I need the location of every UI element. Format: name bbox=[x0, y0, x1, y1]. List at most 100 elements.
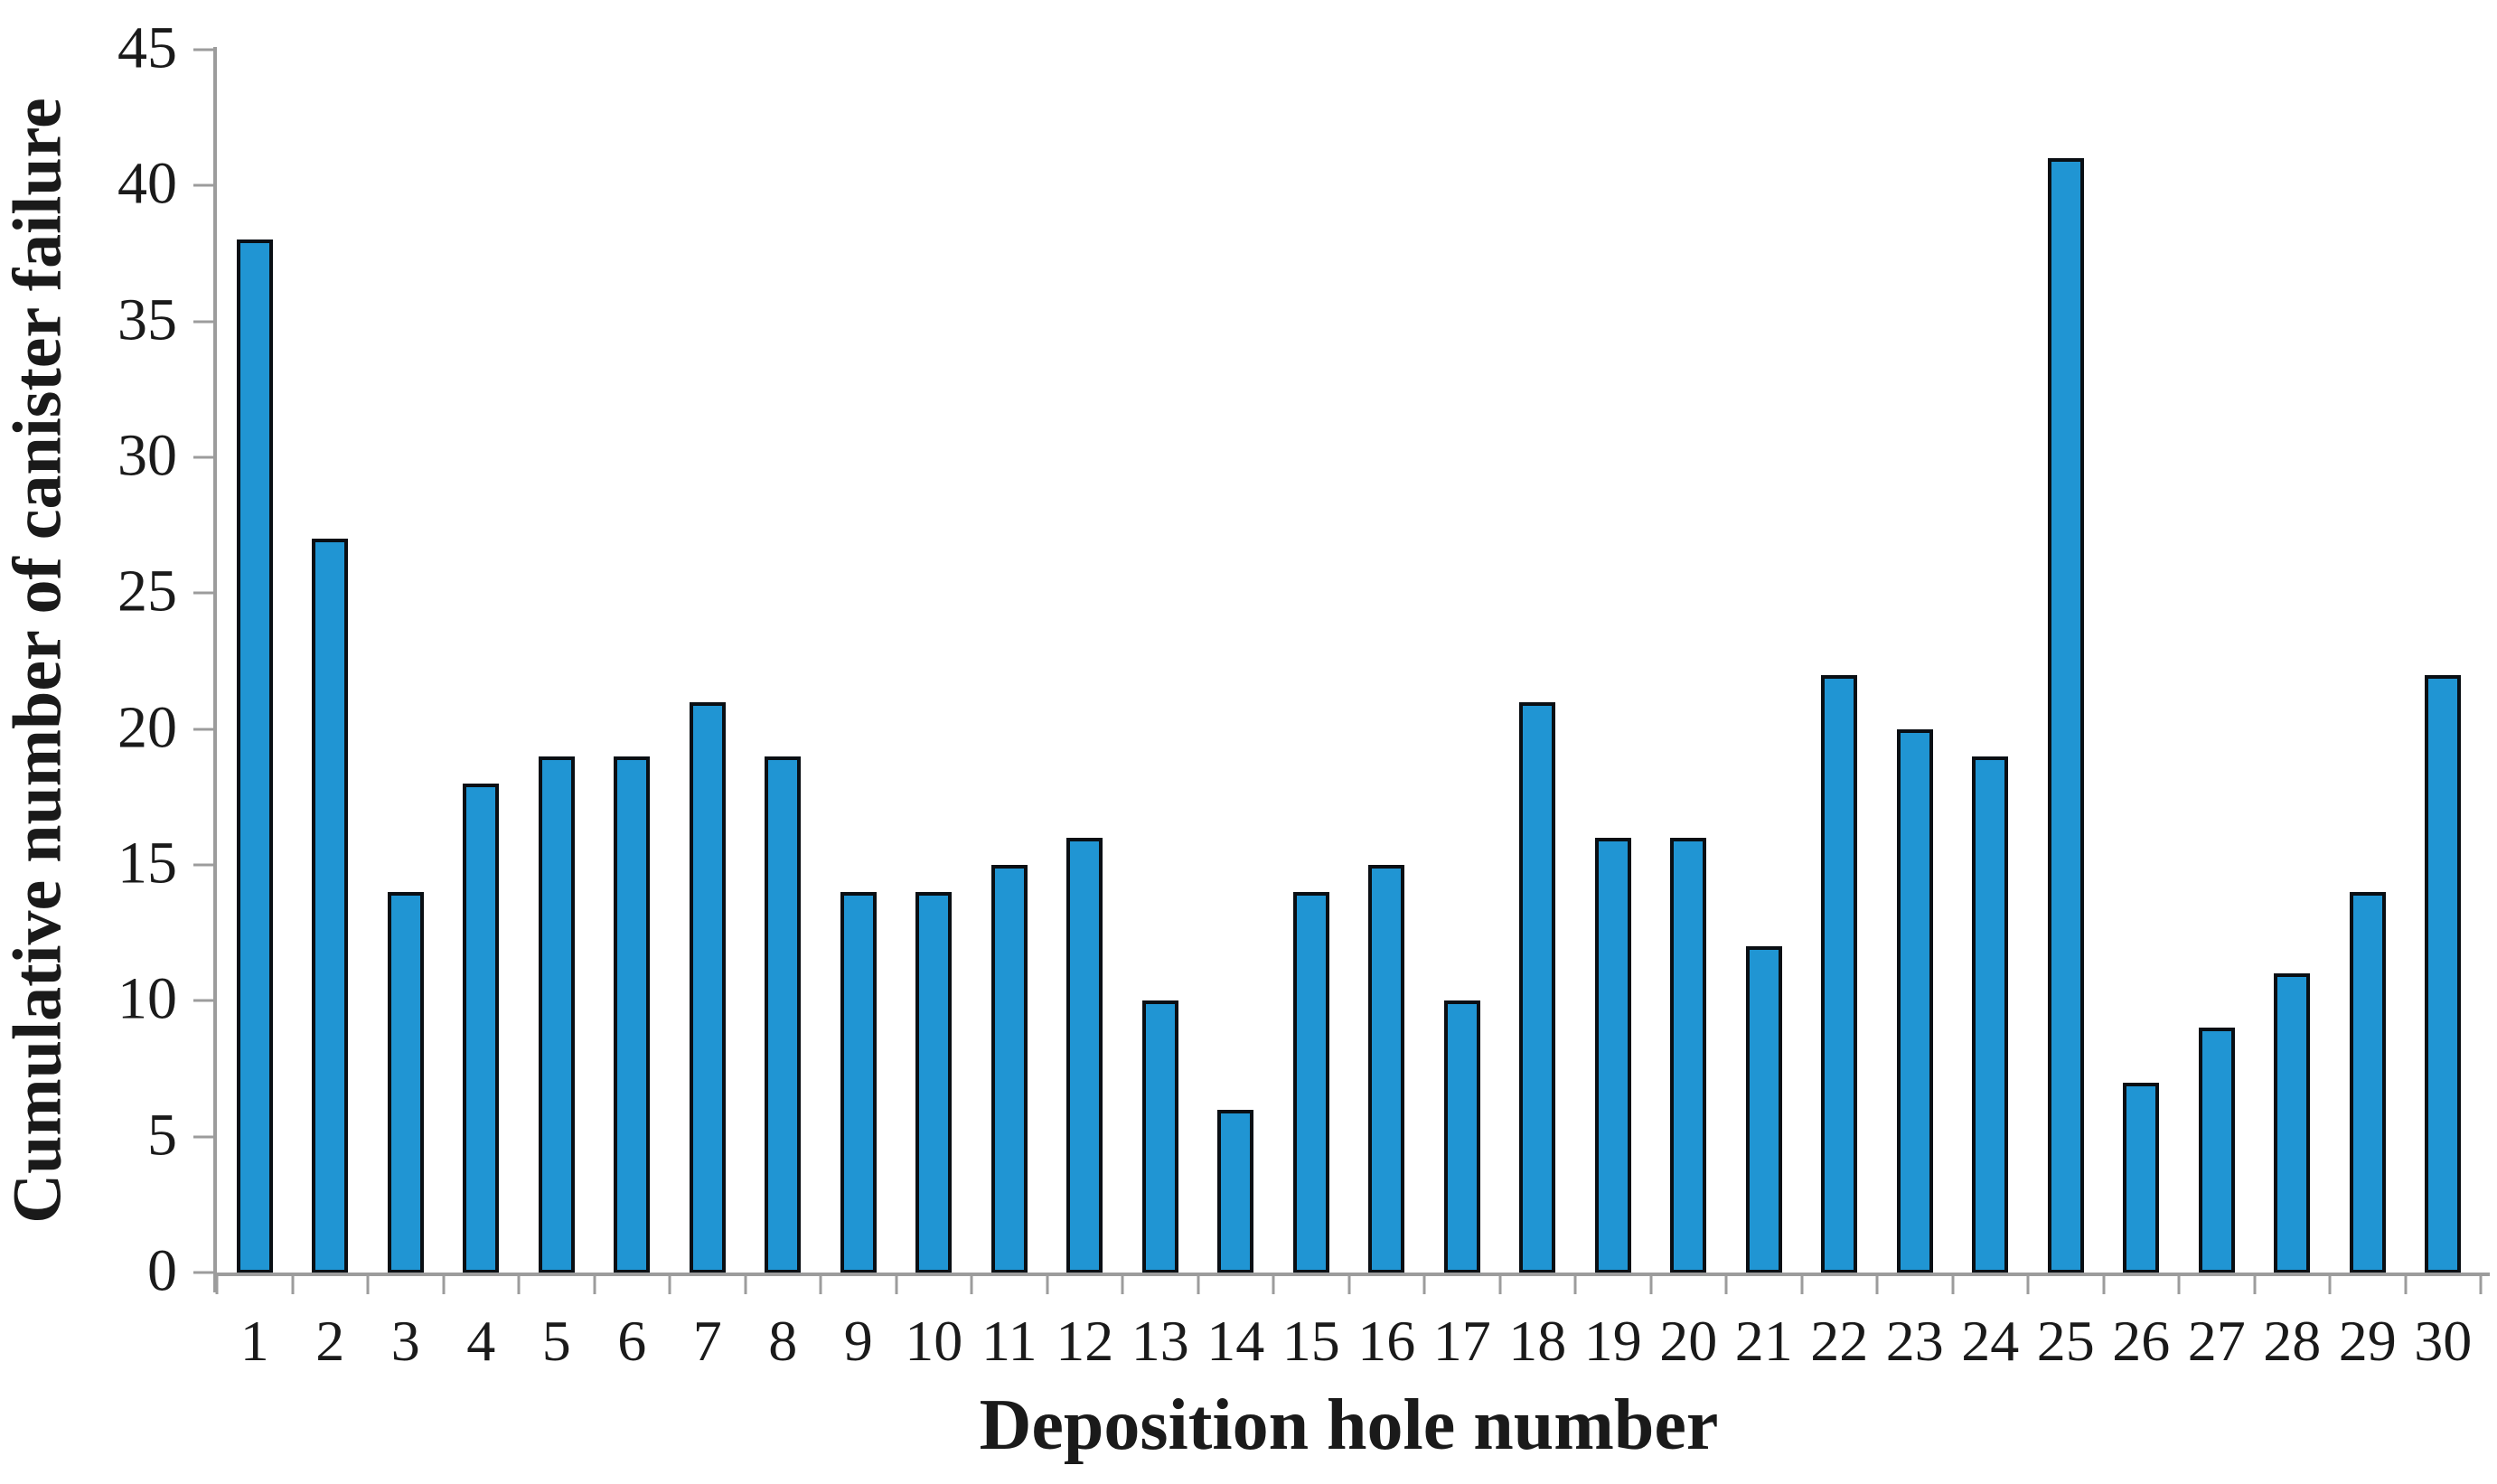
y-axis-line bbox=[213, 47, 217, 1292]
bar bbox=[387, 892, 424, 1273]
bar bbox=[1066, 837, 1103, 1273]
bar bbox=[990, 865, 1028, 1273]
bar bbox=[1670, 837, 1707, 1273]
y-axis-tick-label: 0 bbox=[147, 1237, 177, 1304]
bar bbox=[1519, 701, 1556, 1273]
x-axis-tick-label: 22 bbox=[1810, 1309, 1869, 1373]
bar bbox=[1217, 1109, 1254, 1273]
y-axis-tick-label: 30 bbox=[117, 422, 177, 489]
y-axis-tick-label: 15 bbox=[117, 830, 177, 897]
x-axis-tick-label: 20 bbox=[1659, 1309, 1718, 1373]
x-axis-tick-mark bbox=[970, 1273, 973, 1294]
y-axis-tick-mark bbox=[193, 1271, 217, 1274]
x-axis-tick-mark bbox=[593, 1273, 596, 1294]
bar bbox=[2123, 1082, 2160, 1273]
x-axis-tick-label: 27 bbox=[2187, 1309, 2246, 1373]
x-axis-tick-mark bbox=[2253, 1273, 2256, 1294]
x-axis-title: Deposition hole number bbox=[979, 1385, 1719, 1465]
x-axis-tick-label: 23 bbox=[1885, 1309, 1944, 1373]
bar bbox=[236, 240, 273, 1273]
bar bbox=[312, 539, 349, 1273]
x-axis-tick-mark bbox=[1046, 1273, 1048, 1294]
x-axis-tick-label: 11 bbox=[981, 1309, 1037, 1373]
x-axis-tick-mark bbox=[2026, 1273, 2030, 1294]
x-axis-tick-label: 5 bbox=[541, 1309, 571, 1373]
x-axis-tick-mark bbox=[1573, 1273, 1577, 1294]
x-axis-tick-mark bbox=[895, 1273, 897, 1294]
x-axis-tick-label: 4 bbox=[466, 1309, 496, 1373]
x-axis-tick-mark bbox=[1724, 1273, 1728, 1294]
bar bbox=[915, 892, 953, 1273]
y-axis-tick-mark bbox=[193, 728, 217, 731]
x-axis-tick-label: 1 bbox=[239, 1309, 269, 1373]
y-axis-tick-label: 45 bbox=[117, 14, 177, 81]
x-axis-tick-label: 13 bbox=[1131, 1309, 1189, 1373]
x-axis-tick-mark bbox=[2328, 1273, 2332, 1294]
x-axis-tick-mark bbox=[1197, 1273, 1199, 1294]
x-axis-tick-label: 3 bbox=[390, 1309, 420, 1373]
y-axis-tick-label: 20 bbox=[117, 694, 177, 761]
bar bbox=[1972, 756, 2009, 1273]
x-axis-tick-mark bbox=[668, 1273, 671, 1294]
x-axis-tick-label: 14 bbox=[1206, 1309, 1265, 1373]
y-axis-tick-labels: 0 5 10 15 20 25 30 35 40 45 bbox=[0, 18, 177, 1301]
x-axis-tick-label: 8 bbox=[768, 1309, 798, 1373]
x-axis-tick-mark bbox=[366, 1273, 370, 1294]
bar bbox=[689, 701, 726, 1273]
x-axis-line bbox=[213, 1273, 2490, 1276]
bar bbox=[1745, 946, 1782, 1273]
x-axis-tick-label: 26 bbox=[2112, 1309, 2171, 1373]
y-axis-tick-label: 40 bbox=[117, 151, 177, 218]
x-axis-tick-label: 21 bbox=[1734, 1309, 1793, 1373]
y-axis-tick-marks bbox=[193, 48, 217, 1274]
x-axis-tick-label: 10 bbox=[905, 1309, 963, 1373]
x-axis-tick-label: 17 bbox=[1432, 1309, 1491, 1373]
y-axis-tick-mark bbox=[193, 591, 217, 595]
bar bbox=[765, 756, 802, 1273]
x-axis-tick-label: 25 bbox=[2036, 1309, 2095, 1373]
bar bbox=[2349, 892, 2386, 1273]
y-axis-tick-mark bbox=[193, 48, 217, 52]
x-axis-tick-mark bbox=[1498, 1273, 1501, 1294]
x-axis-tick-label: 19 bbox=[1583, 1309, 1642, 1373]
bar bbox=[2274, 973, 2311, 1273]
x-axis-tick-mark bbox=[1422, 1273, 1426, 1294]
x-axis-tick-mark bbox=[291, 1273, 294, 1294]
bar bbox=[2425, 674, 2462, 1273]
bar bbox=[2198, 1028, 2235, 1273]
x-axis-tick-mark bbox=[442, 1273, 445, 1294]
x-axis-tick-label: 30 bbox=[2414, 1309, 2473, 1373]
y-axis-tick-mark bbox=[193, 320, 217, 324]
bar bbox=[1368, 865, 1405, 1273]
x-axis-tick-mark bbox=[517, 1273, 521, 1294]
x-axis-tick-label: 28 bbox=[2263, 1309, 2322, 1373]
y-axis-tick-mark bbox=[193, 999, 217, 1002]
x-axis-tick-label: 15 bbox=[1281, 1309, 1340, 1373]
bar bbox=[463, 783, 500, 1273]
bar bbox=[1292, 892, 1329, 1273]
x-axis-tick-labels: 1 2 3 4 5 6 7 8 9 10 11 12 13 14 15 16 17 18 19 20 21 22 23 24 2… bbox=[217, 1312, 2481, 1377]
bar bbox=[1821, 674, 1858, 1273]
x-axis-tick-mark bbox=[2404, 1273, 2407, 1294]
y-axis-tick-mark bbox=[193, 863, 217, 867]
x-axis-tick-mark bbox=[1121, 1273, 1124, 1294]
x-axis-tick-label: 6 bbox=[617, 1309, 647, 1373]
x-axis-tick-label: 12 bbox=[1056, 1309, 1114, 1373]
x-axis-tick-label: 9 bbox=[843, 1309, 873, 1373]
y-axis-tick-label: 35 bbox=[117, 286, 177, 353]
x-axis-tick-mark bbox=[744, 1273, 746, 1294]
bar bbox=[1141, 1000, 1178, 1273]
x-axis-tick-label: 29 bbox=[2338, 1309, 2397, 1373]
x-axis-tick-mark bbox=[215, 1273, 219, 1294]
x-axis-tick-mark bbox=[1347, 1273, 1350, 1294]
bar bbox=[1443, 1000, 1480, 1273]
x-axis-tick-mark bbox=[819, 1273, 822, 1294]
bar bbox=[1594, 837, 1631, 1273]
x-axis-tick-mark bbox=[2479, 1273, 2483, 1294]
x-axis-tick-mark bbox=[1272, 1273, 1275, 1294]
y-axis-tick-label: 25 bbox=[117, 559, 177, 625]
y-axis-tick-label: 10 bbox=[117, 966, 177, 1033]
y-axis-tick-mark bbox=[193, 1135, 217, 1139]
bar bbox=[538, 756, 575, 1273]
